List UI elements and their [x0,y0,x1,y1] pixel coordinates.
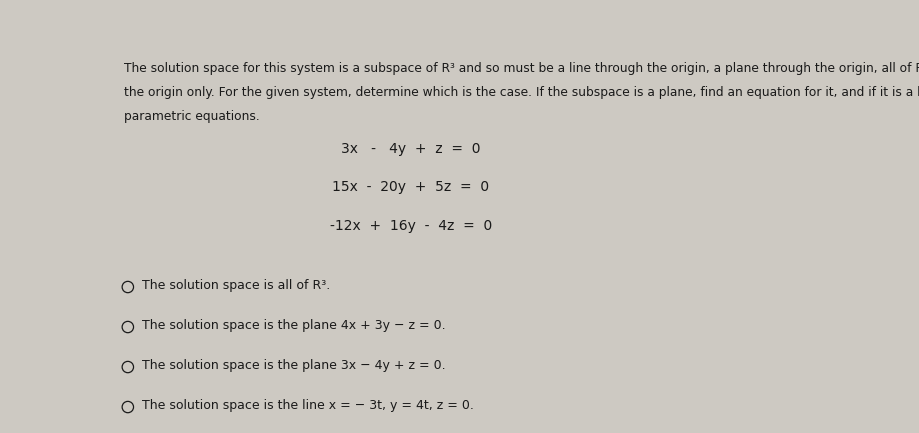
Text: The solution space is the line x = − 3t, y = 4t, z = 0.: The solution space is the line x = − 3t,… [142,399,473,412]
Text: 15x  -  20y  +  5z  =  0: 15x - 20y + 5z = 0 [332,180,489,194]
Text: The solution space is the plane 4x + 3y − z = 0.: The solution space is the plane 4x + 3y … [142,319,445,332]
Text: The solution space is the plane 3x − 4y + z = 0.: The solution space is the plane 3x − 4y … [142,359,445,372]
Text: -12x  +  16y  -  4z  =  0: -12x + 16y - 4z = 0 [329,219,492,233]
Text: 3x   -   4y  +  z  =  0: 3x - 4y + z = 0 [341,142,480,156]
Text: The solution space is all of R³.: The solution space is all of R³. [142,279,330,292]
Text: The solution space for this system is a subspace of R³ and so must be a line thr: The solution space for this system is a … [123,62,919,75]
Text: the origin only. For the given system, determine which is the case. If the subsp: the origin only. For the given system, d… [123,86,919,99]
Text: parametric equations.: parametric equations. [123,110,259,123]
